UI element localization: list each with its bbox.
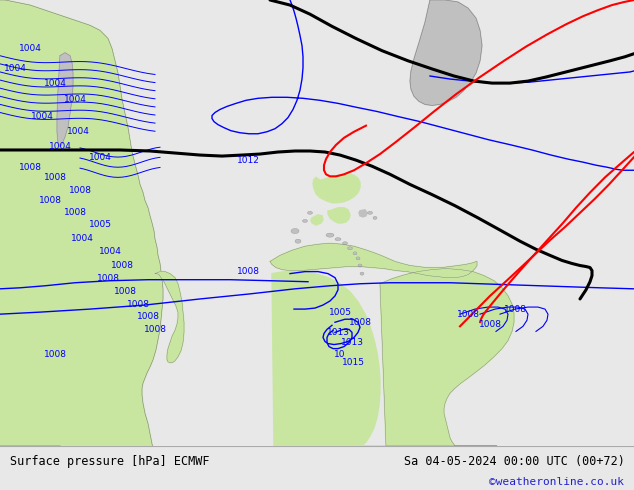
Ellipse shape xyxy=(302,220,307,222)
Text: 1004: 1004 xyxy=(63,95,86,104)
Ellipse shape xyxy=(295,239,301,243)
Text: 1015: 1015 xyxy=(342,358,365,368)
Text: 1008: 1008 xyxy=(110,261,134,270)
Text: 1005: 1005 xyxy=(328,308,351,317)
Ellipse shape xyxy=(307,211,313,214)
Polygon shape xyxy=(57,53,73,147)
Text: 1008: 1008 xyxy=(68,186,91,195)
Ellipse shape xyxy=(335,238,341,241)
Polygon shape xyxy=(155,271,184,363)
Text: 1008: 1008 xyxy=(236,267,259,276)
Text: 1004: 1004 xyxy=(30,112,53,121)
Text: 1008: 1008 xyxy=(456,310,479,318)
Text: 1004: 1004 xyxy=(18,44,41,53)
Polygon shape xyxy=(410,0,482,105)
Ellipse shape xyxy=(373,217,377,220)
Ellipse shape xyxy=(360,272,364,275)
Text: Surface pressure [hPa] ECMWF: Surface pressure [hPa] ECMWF xyxy=(10,455,209,468)
Ellipse shape xyxy=(291,228,299,234)
Text: 1013: 1013 xyxy=(327,328,349,337)
Text: 1004: 1004 xyxy=(49,143,72,151)
Polygon shape xyxy=(328,208,350,223)
Text: 1008: 1008 xyxy=(63,208,86,218)
Text: 1012: 1012 xyxy=(236,156,259,165)
Ellipse shape xyxy=(368,211,373,214)
Polygon shape xyxy=(0,0,163,481)
Text: ©weatheronline.co.uk: ©weatheronline.co.uk xyxy=(489,477,624,487)
Polygon shape xyxy=(270,243,477,278)
Text: 1008: 1008 xyxy=(113,287,136,296)
Ellipse shape xyxy=(342,242,347,245)
Text: 1008: 1008 xyxy=(127,299,150,309)
Ellipse shape xyxy=(353,252,357,255)
Text: 1008: 1008 xyxy=(18,163,41,172)
Text: 1008: 1008 xyxy=(44,173,67,182)
Text: 1008: 1008 xyxy=(39,196,61,205)
Ellipse shape xyxy=(326,233,334,237)
Text: 10: 10 xyxy=(334,350,346,359)
Text: 1004: 1004 xyxy=(4,64,27,74)
Text: 1005: 1005 xyxy=(89,220,112,229)
Text: Sa 04-05-2024 00:00 UTC (00+72): Sa 04-05-2024 00:00 UTC (00+72) xyxy=(404,455,624,468)
Text: 1008: 1008 xyxy=(143,325,167,334)
Polygon shape xyxy=(313,174,360,203)
Ellipse shape xyxy=(347,247,353,250)
Text: 1008: 1008 xyxy=(479,320,501,329)
Text: 1004: 1004 xyxy=(98,247,122,256)
Text: 1008: 1008 xyxy=(503,305,526,314)
Ellipse shape xyxy=(356,257,360,260)
Ellipse shape xyxy=(358,264,362,267)
Polygon shape xyxy=(380,269,514,446)
Text: 1008: 1008 xyxy=(349,318,372,327)
Polygon shape xyxy=(359,210,367,217)
Text: 1004: 1004 xyxy=(44,78,67,88)
Text: 1008: 1008 xyxy=(136,312,160,320)
Text: 1008: 1008 xyxy=(96,274,119,283)
Text: 1004: 1004 xyxy=(70,234,93,243)
Text: 1004: 1004 xyxy=(67,127,89,136)
Polygon shape xyxy=(311,215,323,225)
Polygon shape xyxy=(272,271,388,446)
Text: 1013: 1013 xyxy=(340,338,363,347)
Text: 1004: 1004 xyxy=(89,152,112,162)
Text: 1008: 1008 xyxy=(44,350,67,359)
